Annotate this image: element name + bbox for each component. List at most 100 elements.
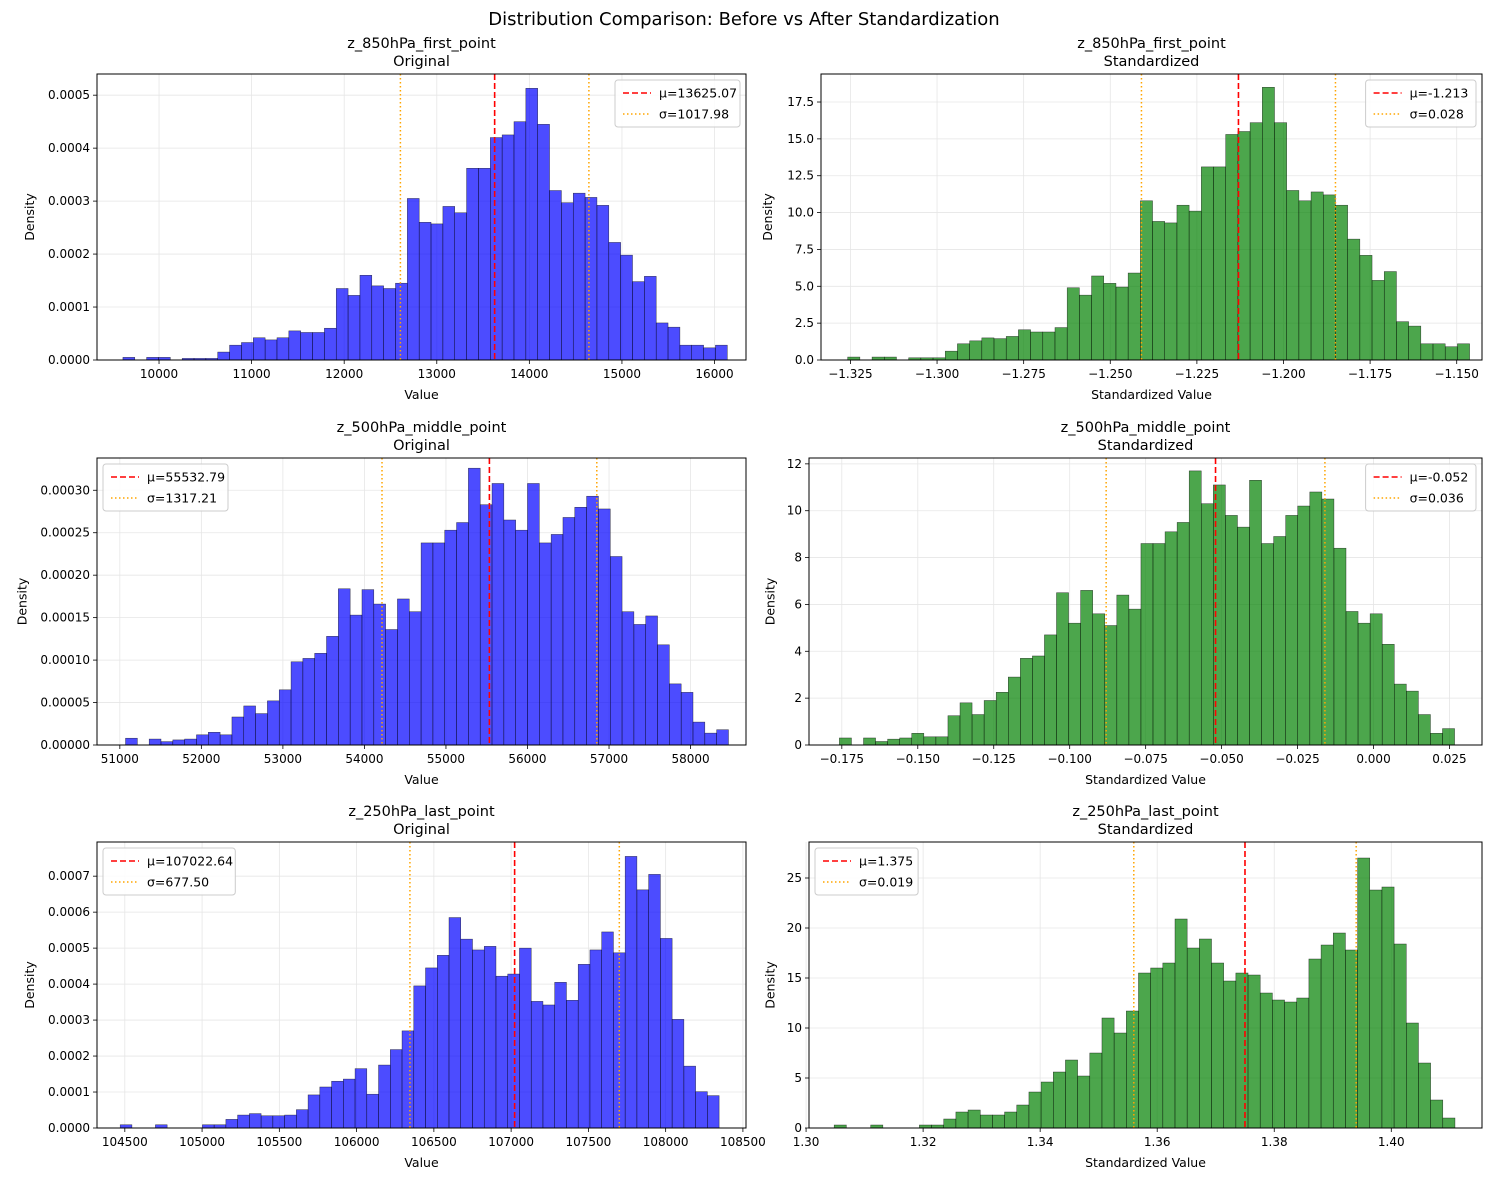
histogram-bar [1008, 676, 1021, 746]
y-tick-label: 0.0001 [48, 300, 90, 314]
histogram-bar [1140, 543, 1154, 746]
histogram-bar [1369, 613, 1383, 746]
legend-sigma-label: σ=677.50 [147, 875, 209, 890]
y-tick-label: 5.0 [795, 279, 814, 293]
axes-frame [96, 841, 747, 1129]
histogram-bar [331, 1080, 344, 1129]
histogram-bar [264, 339, 278, 361]
legend-mean-label: μ=1.375 [859, 854, 913, 869]
histogram-bar [1188, 470, 1202, 746]
histogram-bar [1030, 331, 1044, 361]
y-tick-label: 2 [794, 691, 802, 705]
histogram-bar [378, 1064, 391, 1129]
histogram-bar [561, 202, 574, 361]
x-tick-label: −1.300 [915, 367, 959, 381]
histogram-bar [503, 519, 516, 746]
histogram-bar [633, 624, 646, 746]
y-tick-label: 0.00025 [40, 526, 90, 540]
x-tick-label: 54000 [345, 752, 383, 766]
y-tick-label: 0.00015 [40, 611, 90, 625]
histogram-bar [899, 737, 913, 746]
histogram-bar [1308, 958, 1322, 1129]
histogram-bar [1044, 634, 1057, 746]
histogram-bar [648, 874, 661, 1129]
histogram-bar [249, 1113, 262, 1129]
x-tick-label: 106000 [334, 1135, 380, 1149]
subplot: 51000 52000 53000 54000 55000 56000 57000 58000… [15, 420, 747, 787]
histogram-bar [1174, 918, 1188, 1129]
histogram-bar [1089, 1052, 1103, 1129]
histogram-bar [260, 1115, 274, 1129]
histogram-bar [944, 350, 958, 361]
histogram-bar [349, 614, 363, 746]
histogram-bar [1152, 221, 1165, 361]
axes-frame [808, 841, 1483, 1129]
histogram-bar [460, 938, 473, 1129]
histogram-bar [1103, 283, 1117, 361]
y-tick-label: 0.0000 [48, 1121, 90, 1135]
histogram-bar [550, 534, 564, 746]
histogram-bar [1018, 329, 1031, 361]
histogram-bar [290, 661, 304, 746]
histogram-bar [1444, 346, 1458, 361]
histogram-bar [1272, 999, 1285, 1129]
subplot-subtitle: Original [393, 438, 450, 454]
y-tick-label: 17.5 [787, 95, 814, 109]
histogram-bar [542, 1004, 555, 1129]
histogram-bar [1127, 272, 1141, 361]
subplot-title: z_500hPa_middle_point [1061, 420, 1231, 436]
y-tick-label: 0.00005 [40, 696, 90, 710]
y-tick-label: 10.0 [787, 206, 814, 220]
histogram-bar [1225, 134, 1239, 361]
histogram-bar [1345, 611, 1359, 746]
histogram-bar [371, 285, 384, 361]
x-tick-label: −0.175 [820, 752, 864, 766]
histogram-bar [1040, 1081, 1054, 1129]
histogram-bar [1005, 336, 1019, 361]
legend-mean-label: μ=107022.64 [147, 854, 233, 869]
histogram-bar [319, 1086, 332, 1129]
y-tick-label: 0.00020 [40, 568, 90, 582]
histogram-bar [347, 295, 361, 361]
legend-sigma-label: σ=0.028 [1410, 107, 1464, 122]
histogram-bar [1347, 238, 1361, 361]
x-tick-label: 104500 [102, 1135, 148, 1149]
y-tick-label: 0.0003 [48, 1013, 90, 1027]
histogram-bar [1309, 491, 1323, 746]
x-tick-label: 11000 [233, 367, 271, 381]
histogram-bar [1092, 613, 1106, 746]
legend-sigma-label: σ=0.019 [859, 875, 913, 890]
subplot: 10000 11000 12000 13000 14000 15000 16000 0.000… [22, 36, 747, 402]
histogram-bar [971, 714, 985, 746]
histogram-bar [574, 506, 587, 746]
histogram-bar [1285, 515, 1299, 746]
histogram-bar [683, 1065, 696, 1129]
histogram-bar [483, 946, 497, 1129]
histogram-bar [1393, 943, 1407, 1129]
y-tick-label: 0.0004 [48, 141, 90, 155]
legend-sigma-label: σ=1017.98 [659, 107, 729, 122]
x-tick-label: −1.250 [1088, 367, 1132, 381]
y-tick-label: 15.0 [787, 132, 814, 146]
histogram-bar [302, 658, 315, 746]
histogram-bar [231, 716, 245, 746]
histogram-bar [1457, 343, 1470, 361]
histogram-bar [383, 288, 396, 361]
histogram-bar [1310, 191, 1324, 361]
histogram-bar [253, 337, 266, 361]
x-tick-label: −0.050 [1199, 752, 1243, 766]
x-tick-label: 106500 [411, 1135, 457, 1149]
histogram-bar [1394, 683, 1407, 746]
histogram-bar [530, 1001, 544, 1129]
histogram-bar [1150, 967, 1164, 1129]
histogram-bar [537, 124, 550, 361]
histogram-bar [1140, 200, 1153, 361]
legend-mean-label: μ=13625.07 [659, 86, 737, 101]
histogram-bar [409, 611, 422, 746]
y-tick-label: 5 [794, 1071, 802, 1085]
histogram-bar [979, 1114, 993, 1129]
histogram-bar [229, 344, 242, 361]
histogram-bar [413, 985, 426, 1129]
x-tick-label: 56000 [508, 752, 546, 766]
histogram-bar [620, 254, 633, 361]
